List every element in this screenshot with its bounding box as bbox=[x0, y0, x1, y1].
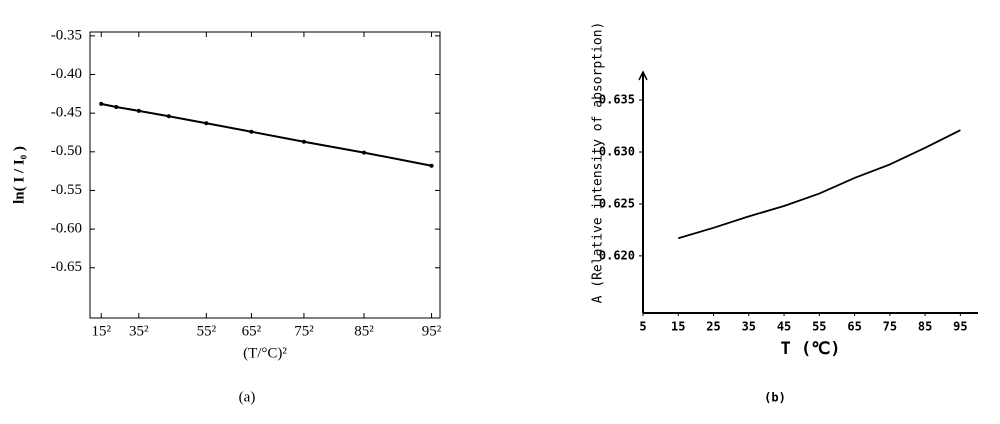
y-tick-label: 0.630 bbox=[599, 144, 635, 158]
x-axis-label: (T/°C)² bbox=[243, 345, 287, 361]
data-point bbox=[249, 129, 254, 134]
x-tick-label: 55 bbox=[812, 320, 826, 334]
caption: (a) bbox=[239, 389, 256, 405]
y-axis-label: ln( I / I₀ ) bbox=[11, 146, 27, 204]
y-tick-label: 0.620 bbox=[599, 248, 635, 262]
y-tick-label: -0.35 bbox=[51, 27, 82, 43]
x-tick-label: 35² bbox=[129, 323, 149, 339]
y-tick-label: -0.55 bbox=[51, 182, 82, 198]
y-axis-label: A (Relative intensity of absorption) bbox=[591, 22, 606, 304]
data-point bbox=[361, 150, 366, 155]
y-tick-label: -0.65 bbox=[51, 259, 82, 275]
x-tick-label: 65² bbox=[242, 323, 262, 339]
data-point bbox=[114, 104, 119, 109]
chart-a: -0.35 -0.40 -0.45 -0.50 -0.55 -0.60 -0.65 15² 35… bbox=[11, 27, 441, 405]
x-tick-label: 35 bbox=[742, 320, 756, 334]
y-tick-label: -0.40 bbox=[51, 66, 82, 82]
y-axis-arrow bbox=[638, 70, 648, 81]
y-tick-label: -0.45 bbox=[51, 105, 82, 121]
data-point bbox=[204, 121, 209, 126]
plot-frame bbox=[89, 31, 441, 319]
x-tick-label: 5 bbox=[639, 320, 646, 334]
data-point bbox=[429, 163, 434, 168]
data-point bbox=[301, 139, 306, 144]
x-tick-label: 45 bbox=[777, 320, 791, 334]
y-tick-label: -0.60 bbox=[51, 221, 82, 237]
x-tick-label: 65 bbox=[847, 320, 861, 334]
data-line bbox=[678, 129, 961, 240]
y-tick-label: 0.625 bbox=[599, 196, 635, 210]
x-tick-label: 75 bbox=[883, 320, 897, 334]
x-tick-label: 55² bbox=[197, 323, 217, 339]
x-tick-label: 75² bbox=[294, 323, 314, 339]
data-point bbox=[136, 108, 141, 113]
data-line bbox=[101, 102, 432, 167]
chart-b: 0.620 0.625 0.630 0.635 5 15 25 35 45 55 65 75 85 95 T… bbox=[591, 22, 978, 405]
caption: (b) bbox=[764, 391, 786, 405]
x-tick-label: 95 bbox=[953, 320, 967, 334]
x-tick-label: 15 bbox=[671, 320, 685, 334]
data-point bbox=[166, 114, 171, 119]
x-tick-label: 85 bbox=[918, 320, 932, 334]
x-tick-label: 15² bbox=[92, 323, 112, 339]
x-axis-label: T (℃) bbox=[780, 339, 840, 359]
y-tick-label: 0.635 bbox=[599, 93, 635, 107]
data-point bbox=[99, 101, 104, 106]
y-tick-label: -0.50 bbox=[51, 143, 82, 159]
x-tick-label: 85² bbox=[354, 323, 374, 339]
x-tick-label: 25 bbox=[706, 320, 720, 334]
x-tick-label: 95² bbox=[422, 323, 442, 339]
